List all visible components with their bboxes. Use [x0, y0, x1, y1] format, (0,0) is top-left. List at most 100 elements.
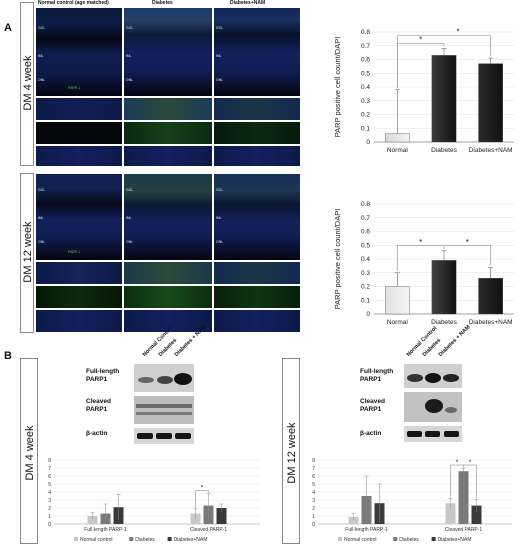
- y-tick-label: 5: [312, 482, 315, 488]
- band-label-left-cleaved: Cleaved PARP1: [86, 398, 111, 413]
- strip-dm4-normal-3: [36, 146, 122, 166]
- x-tick-label: Diabetes+NAM: [469, 319, 513, 326]
- layer-label-inl: INL: [38, 54, 44, 58]
- layer-label-inl: INL: [216, 216, 222, 220]
- y-tick-label: 0: [48, 522, 51, 528]
- y-tick-label: 5: [48, 482, 51, 488]
- micrograph-dm12-diabetes: GCL INL ONL: [124, 174, 212, 260]
- y-tick-label: 6: [48, 474, 51, 480]
- y-tick-label: 0.8: [361, 29, 370, 36]
- layer-label-onl: ONL: [216, 78, 224, 82]
- band-label-right-actin: β-actin: [360, 430, 382, 437]
- chart-b-dm4-quant: 0 1 2 3 4 5 6 7 8 Full-length PARP-1 Cleaved PARP-…: [48, 458, 260, 543]
- y-tick-label: 2: [48, 506, 51, 512]
- y-tick-label: 0.6: [361, 57, 370, 64]
- legend-swatch: [431, 537, 436, 541]
- blot-left-full-length: [134, 364, 194, 392]
- significance-mark: *: [419, 238, 422, 247]
- band-label-right-full: Full-length PARP1: [360, 368, 394, 383]
- side-box-b-dm12: DM 12 week: [282, 358, 300, 544]
- marker-label: PARP-1: [68, 86, 81, 90]
- significance-mark: *: [469, 459, 472, 466]
- bar: [431, 260, 457, 315]
- layer-label-onl: ONL: [216, 240, 224, 244]
- y-tick-label: 0.8: [361, 201, 370, 208]
- strip-dm4-nam-2: [214, 122, 300, 144]
- strip-dm4-diabetes-1: [124, 98, 212, 120]
- legend-label: Normal control: [344, 537, 377, 543]
- y-tick-label: 0.7: [361, 215, 370, 222]
- y-tick-label: 0.6: [361, 229, 370, 236]
- chart-dm12-parp-ratio: 0 0.1 0.2 0.3 0.4 0.5 0.6 0.7 0.8 PARP positive c…: [333, 201, 514, 326]
- y-tick-label: 7: [312, 466, 315, 472]
- y-tick-label: 0.2: [361, 112, 370, 119]
- y-tick-label: 0.4: [361, 256, 370, 263]
- y-tick-label: 0.1: [361, 125, 370, 132]
- legend-label: Diabetes+NAM: [438, 537, 472, 543]
- significance-mark: *: [466, 238, 469, 247]
- y-tick-label: 2: [312, 506, 315, 512]
- strip-dm12-diabetes-1: [124, 262, 212, 284]
- bar: [471, 505, 482, 524]
- layer-label-onl: ONL: [126, 240, 134, 244]
- x-tick-label: Normal: [387, 147, 409, 154]
- legend-swatch: [74, 537, 78, 541]
- y-tick-label: 8: [312, 458, 315, 464]
- significance-mark: *: [419, 36, 422, 45]
- layer-label-onl: ONL: [38, 78, 46, 82]
- bar: [190, 513, 201, 524]
- col-header-diabetes: Diabetes: [152, 0, 173, 6]
- strip-dm4-nam-3: [214, 146, 300, 166]
- strip-dm4-diabetes-3: [124, 146, 212, 166]
- side-box-dm12: DM 12 week: [20, 173, 34, 333]
- blot-right-actin: [404, 426, 462, 442]
- layer-label-onl: ONL: [126, 78, 134, 82]
- marker-label: PARP-1: [68, 250, 81, 254]
- micrograph-dm4-diabetes: GCL INL ONL: [124, 8, 212, 96]
- significance-bracket: [397, 245, 445, 271]
- strip-dm12-normal-2: [36, 286, 122, 308]
- significance-mark: *: [456, 28, 459, 37]
- x-tick-label: Diabetes: [431, 147, 457, 154]
- row-label-b-dm4: DM 4 week: [24, 425, 36, 481]
- legend-label: Normal control: [80, 537, 113, 543]
- legend-label: Diabetes: [399, 537, 419, 543]
- band-label-right-cleaved: Cleaved PARP1: [360, 398, 385, 413]
- bar: [478, 278, 504, 315]
- x-tick-label: Cleaved PARP-1: [445, 527, 483, 533]
- strip-dm12-diabetes-3: [124, 310, 212, 332]
- y-tick-label: 0.1: [361, 297, 370, 304]
- micrograph-dm4-diabetes-nam: GCL INL ONL: [214, 8, 300, 96]
- x-tick-label: Diabetes+NAM: [469, 147, 513, 154]
- strip-dm12-nam-1: [214, 262, 300, 284]
- y-axis-label: PARP positive cell count/DAPI: [333, 209, 342, 310]
- bar: [87, 516, 98, 524]
- y-tick-label: 8: [48, 458, 51, 464]
- panel-label-b: B: [4, 350, 12, 362]
- x-tick-label: Normal: [387, 319, 409, 326]
- side-box-dm4: DM 4 week: [20, 2, 34, 166]
- micrograph-dm12-diabetes-nam: GCL INL ONL: [214, 174, 300, 260]
- y-tick-label: 3: [312, 498, 315, 504]
- strip-dm12-nam-2: [214, 286, 300, 308]
- significance-mark: *: [201, 485, 204, 492]
- y-tick-label: 0: [366, 139, 370, 146]
- layer-label-inl: INL: [126, 54, 132, 58]
- bar: [385, 133, 410, 143]
- blot-left-cleaved: [134, 396, 194, 424]
- y-tick-label: 0.5: [361, 70, 370, 77]
- legend-label: Diabetes+NAM: [174, 537, 208, 543]
- strip-dm4-normal-2: [36, 122, 122, 144]
- blot-right-cleaved: [404, 392, 462, 422]
- layer-label-gcl: GCL: [126, 26, 134, 30]
- bar: [431, 55, 457, 143]
- layer-label-inl: INL: [216, 54, 222, 58]
- significance-bracket: [450, 464, 464, 498]
- significance-bracket: [397, 35, 491, 88]
- y-tick-label: 0.2: [361, 284, 370, 291]
- band-label-left-full: Full-length PARP1: [86, 368, 120, 383]
- layer-label-gcl: GCL: [126, 188, 134, 192]
- layer-label-onl: ONL: [38, 240, 46, 244]
- y-tick-label: 0: [312, 522, 315, 528]
- col-header-normal: Normal control (age matched): [38, 0, 109, 6]
